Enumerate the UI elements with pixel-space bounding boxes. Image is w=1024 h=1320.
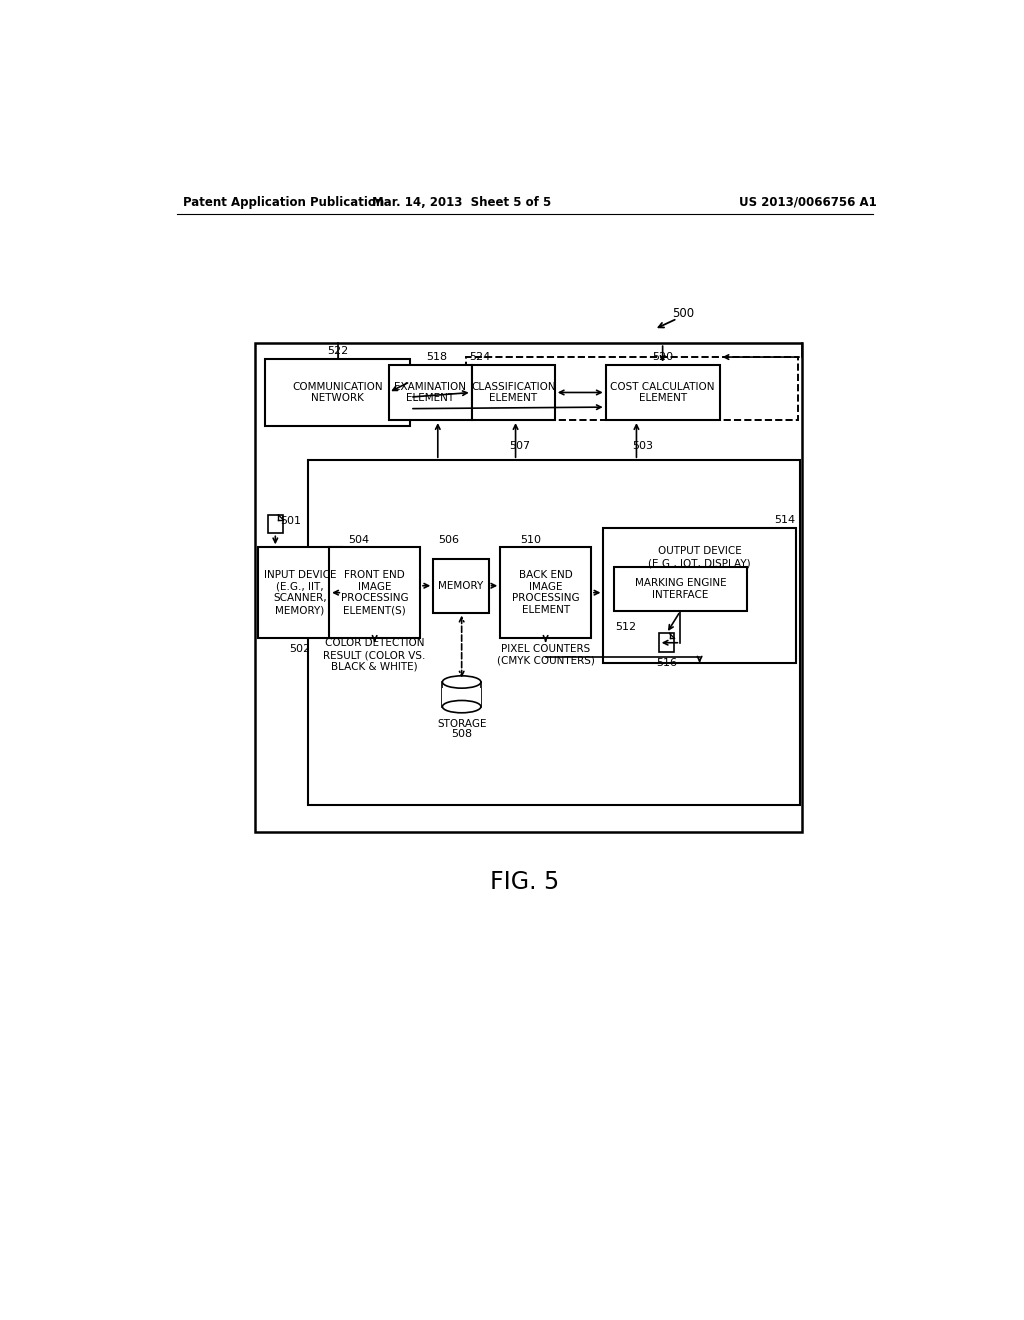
Text: 501: 501 xyxy=(281,516,301,527)
Bar xyxy=(472,364,555,420)
Text: 507: 507 xyxy=(509,441,530,451)
Text: 503: 503 xyxy=(632,441,653,451)
Text: COMMUNICATION
NETWORK: COMMUNICATION NETWORK xyxy=(293,381,383,404)
Text: FRONT END
IMAGE
PROCESSING
ELEMENT(S): FRONT END IMAGE PROCESSING ELEMENT(S) xyxy=(341,570,409,615)
Text: 524: 524 xyxy=(469,352,490,362)
Text: 514: 514 xyxy=(774,515,796,525)
Text: 500: 500 xyxy=(673,308,694,321)
Text: 522: 522 xyxy=(327,346,348,356)
Text: 518: 518 xyxy=(426,352,447,362)
Polygon shape xyxy=(670,634,674,638)
Bar xyxy=(330,548,420,638)
Text: US 2013/0066756 A1: US 2013/0066756 A1 xyxy=(739,195,877,209)
Text: PIXEL COUNTERS
(CMYK COUNTERS): PIXEL COUNTERS (CMYK COUNTERS) xyxy=(497,644,595,665)
Text: 504: 504 xyxy=(348,535,369,545)
Bar xyxy=(442,688,481,713)
Text: CLASSIFICATION
ELEMENT: CLASSIFICATION ELEMENT xyxy=(471,381,556,404)
Bar xyxy=(265,359,410,426)
Bar xyxy=(433,558,488,612)
Text: FIG. 5: FIG. 5 xyxy=(490,870,559,894)
Text: EXAMINATION
ELEMENT: EXAMINATION ELEMENT xyxy=(394,381,466,404)
Text: COLOR DETECTION
RESULT (COLOR VS.
BLACK & WHITE): COLOR DETECTION RESULT (COLOR VS. BLACK … xyxy=(324,639,426,672)
Text: Patent Application Publication: Patent Application Publication xyxy=(183,195,384,209)
Ellipse shape xyxy=(442,701,481,713)
Text: Mar. 14, 2013  Sheet 5 of 5: Mar. 14, 2013 Sheet 5 of 5 xyxy=(372,195,551,209)
Ellipse shape xyxy=(442,676,481,688)
Bar xyxy=(605,364,720,420)
Text: STORAGE: STORAGE xyxy=(437,718,486,729)
Text: BACK END
IMAGE
PROCESSING
ELEMENT: BACK END IMAGE PROCESSING ELEMENT xyxy=(512,570,580,615)
Polygon shape xyxy=(279,515,283,520)
Text: COST CALCULATION
ELEMENT: COST CALCULATION ELEMENT xyxy=(610,381,715,404)
Bar xyxy=(307,461,801,805)
Text: 516: 516 xyxy=(656,657,677,668)
Text: INPUT DEVICE
(E.G., IIT,
SCANNER,
MEMORY): INPUT DEVICE (E.G., IIT, SCANNER, MEMORY… xyxy=(264,570,336,615)
Text: OUTPUT DEVICE
(E.G., IOT, DISPLAY): OUTPUT DEVICE (E.G., IOT, DISPLAY) xyxy=(648,546,751,568)
Bar xyxy=(267,515,283,533)
Text: MEMORY: MEMORY xyxy=(438,581,483,591)
Bar xyxy=(466,358,798,420)
Bar xyxy=(603,528,796,663)
Text: 502: 502 xyxy=(290,644,310,653)
Bar xyxy=(388,364,472,420)
Text: 520: 520 xyxy=(652,352,673,362)
Text: 512: 512 xyxy=(615,622,636,632)
Text: 506: 506 xyxy=(438,535,459,545)
Text: 510: 510 xyxy=(520,535,542,545)
Bar xyxy=(258,548,342,638)
Bar xyxy=(658,634,674,652)
Text: MARKING ENGINE
INTERFACE: MARKING ENGINE INTERFACE xyxy=(635,578,726,599)
Text: 508: 508 xyxy=(452,730,472,739)
Bar xyxy=(255,343,802,832)
Bar xyxy=(500,548,591,638)
Bar xyxy=(614,566,746,611)
